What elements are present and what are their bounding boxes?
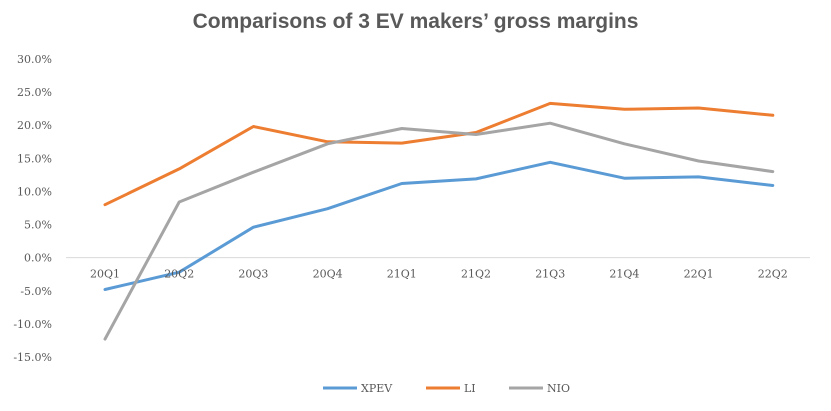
legend-label: NIO (547, 382, 570, 395)
series-lines (103, 101, 775, 341)
legend: XPEV LI NIO (323, 382, 570, 395)
x-tick-label: 21Q4 (609, 268, 639, 281)
x-tick-label: 21Q2 (461, 268, 491, 281)
x-axis: 20Q1 20Q2 20Q3 20Q4 21Q1 21Q2 21Q3 21Q4 22Q1 22Q2 (90, 268, 788, 281)
x-tick-label: 21Q3 (535, 268, 565, 281)
x-tick-label: 20Q1 (90, 268, 120, 281)
y-tick-label: 25.0% (17, 86, 52, 99)
legend-item-nio: NIO (509, 382, 570, 395)
y-axis: 30.0% 25.0% 20.0% 15.0% 10.0% 5.0% 0.0% -5.0% -1… (13, 53, 52, 364)
series-line-li (103, 101, 775, 207)
y-tick-label: 30.0% (17, 53, 52, 66)
legend-item-li: LI (426, 382, 476, 395)
y-tick-label: 15.0% (17, 152, 52, 165)
y-tick-label: 5.0% (24, 219, 52, 232)
x-tick-label: 20Q3 (238, 268, 268, 281)
chart-title: Comparisons of 3 EV makers’ gross margin… (192, 10, 639, 33)
legend-label: XPEV (361, 382, 393, 395)
y-tick-label: 0.0% (24, 252, 52, 265)
series-line-xpev (103, 160, 775, 291)
y-tick-label: -10.0% (13, 318, 52, 331)
x-tick-label: 22Q2 (758, 268, 788, 281)
y-tick-label: 10.0% (17, 185, 52, 198)
y-tick-label: -5.0% (20, 285, 52, 298)
x-tick-label: 22Q1 (684, 268, 714, 281)
x-tick-label: 21Q1 (387, 268, 417, 281)
y-tick-label: -15.0% (13, 351, 52, 364)
x-tick-label: 20Q4 (313, 268, 343, 281)
legend-item-xpev: XPEV (323, 382, 393, 395)
series-line-nio (103, 121, 775, 341)
y-tick-label: 20.0% (17, 119, 52, 132)
x-tick-label: 20Q2 (164, 268, 194, 281)
legend-label: LI (464, 382, 476, 395)
